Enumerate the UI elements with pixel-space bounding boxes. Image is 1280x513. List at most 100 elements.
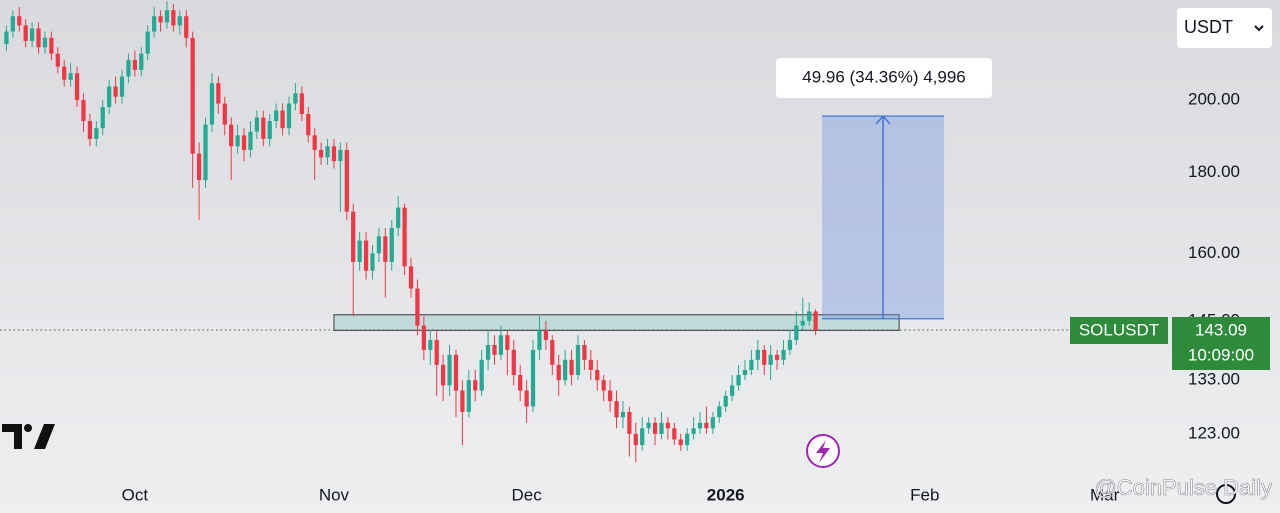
candle-body — [575, 344, 581, 376]
candle-body — [518, 375, 523, 391]
candle-body — [338, 149, 343, 162]
candle-body — [408, 266, 414, 289]
candle-body — [633, 433, 638, 446]
candle-body — [62, 66, 67, 80]
candle-body — [17, 16, 22, 26]
candle-body — [601, 380, 606, 391]
candle-body — [774, 354, 780, 360]
candle-body — [376, 236, 382, 254]
y-tick-label: 133.00 — [1188, 370, 1240, 389]
candle-body — [428, 340, 433, 350]
candle-body — [184, 16, 189, 38]
candle-body — [607, 390, 613, 402]
candle-body — [139, 53, 144, 70]
candle-body — [306, 113, 311, 136]
candle-body — [813, 311, 818, 330]
candle-body — [344, 149, 349, 212]
countdown-label: 10:09:00 — [1188, 345, 1254, 364]
candle-body — [485, 344, 491, 360]
candle-body — [299, 93, 304, 114]
candle-body — [94, 128, 99, 139]
candle-body — [29, 28, 35, 41]
plot-area: 49.96 (34.36%) 4,996123.00133.00145.0016… — [0, 1, 1270, 504]
candle-body — [331, 146, 337, 162]
candle-body — [563, 359, 568, 381]
lightning-icon[interactable] — [806, 434, 840, 468]
candle-body — [678, 439, 683, 446]
candle-body — [524, 390, 529, 407]
candle-body — [652, 422, 658, 434]
candle-body — [421, 325, 426, 350]
tradingview-logo — [2, 424, 55, 449]
candle-body — [646, 422, 651, 429]
candle-body — [158, 16, 163, 23]
candle-body — [113, 86, 118, 97]
candle-body — [530, 349, 536, 407]
candle-body — [434, 340, 439, 365]
candle-body — [402, 207, 407, 267]
candle-body — [312, 135, 317, 150]
x-tick-label: Feb — [910, 485, 939, 504]
candle-body — [171, 10, 176, 26]
candle-body — [229, 124, 234, 147]
currency-label: USDT — [1184, 17, 1233, 37]
candle-body — [787, 340, 793, 350]
candle-body — [87, 121, 93, 139]
candle-body — [222, 103, 227, 125]
candle-body — [672, 428, 677, 440]
candle-body — [730, 385, 735, 396]
x-tick-label: Dec — [511, 485, 542, 504]
candle-body — [132, 60, 137, 70]
x-tick-label: Oct — [122, 485, 149, 504]
price-label: 143.09 — [1195, 320, 1247, 339]
candle-body — [473, 380, 478, 391]
candle-body — [640, 428, 645, 446]
candle-body — [241, 135, 247, 150]
candle-body — [389, 228, 394, 262]
candle-body — [267, 121, 272, 139]
candle-body — [107, 86, 112, 108]
candle-body — [126, 60, 131, 77]
candle-body — [293, 93, 298, 104]
candle-body — [235, 135, 240, 147]
candle-body — [460, 390, 465, 412]
candle-body — [511, 349, 516, 376]
candle-body — [23, 25, 28, 41]
candle-body — [614, 401, 619, 418]
candle-body — [453, 354, 459, 391]
candle-body — [755, 349, 760, 360]
candle-body — [286, 103, 292, 129]
measure-label: 49.96 (34.36%) 4,996 — [802, 67, 966, 86]
candle-body — [441, 364, 446, 386]
candle-body — [742, 369, 748, 376]
candle-body — [415, 288, 420, 326]
candle-body — [396, 207, 401, 229]
candle-body — [216, 83, 221, 104]
candle-body — [145, 31, 150, 54]
currency-selector[interactable]: USDT — [1177, 8, 1272, 48]
candle-body — [691, 428, 696, 434]
candle-body — [749, 359, 754, 370]
candle-body — [768, 354, 773, 365]
x-tick-label: Mar — [1090, 485, 1120, 504]
y-tick-label: 200.00 — [1188, 90, 1240, 109]
candle-body — [325, 146, 330, 158]
candle-body — [588, 359, 593, 370]
settings-icon[interactable] — [1216, 484, 1236, 504]
symbol-badge — [1070, 316, 1168, 344]
candle-body — [498, 335, 504, 355]
candle-body — [479, 359, 484, 391]
candle-body — [209, 83, 215, 125]
price-badge — [1172, 316, 1270, 370]
candle-body — [254, 117, 260, 132]
y-tick-label: 180.00 — [1188, 162, 1240, 181]
y-tick-label: 160.00 — [1188, 243, 1240, 262]
candle-body — [119, 76, 125, 97]
x-tick-label: Nov — [319, 485, 350, 504]
y-tick-label: 123.00 — [1188, 423, 1240, 442]
candle-body — [81, 100, 86, 122]
candle-body — [505, 335, 510, 350]
candle-body — [100, 107, 105, 129]
candle-body — [569, 359, 574, 376]
